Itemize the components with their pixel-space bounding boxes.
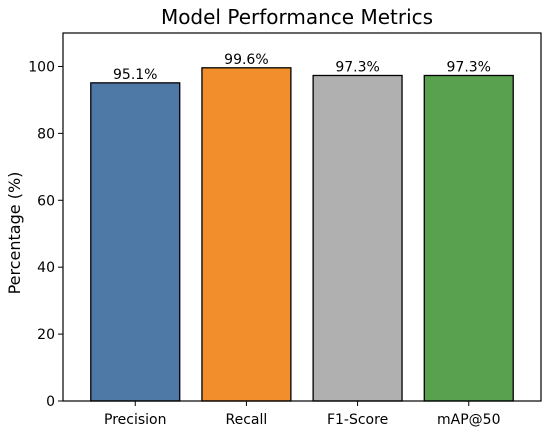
bar-recall (201, 67, 292, 402)
chart-title: Model Performance Metrics (161, 5, 433, 29)
x-tick-label: Precision (104, 412, 166, 428)
data-label: 95.1% (113, 67, 157, 83)
y-axis-label: Percentage (%) (5, 172, 24, 295)
y-tick-label: 0 (46, 394, 55, 410)
y-tick-label: 40 (37, 260, 55, 276)
y-tick-label: 60 (37, 193, 55, 209)
x-tick-label: mAP@50 (437, 412, 500, 428)
bar-f1-score (312, 74, 403, 402)
y-tick-label: 80 (37, 126, 55, 142)
data-label: 97.3% (447, 59, 491, 75)
x-tick-label: F1-Score (327, 412, 388, 428)
bar-precision (90, 82, 181, 402)
data-label: 97.3% (335, 59, 379, 75)
y-tick-label: 20 (37, 327, 55, 343)
y-tick-label: 100 (28, 59, 55, 75)
plot-area: 95.1% Precision 99.6% Recall 97.3% F1-Score 97… (28, 32, 542, 428)
x-tick-label: Recall (226, 412, 268, 428)
bar-map-50 (423, 74, 514, 402)
axes-frame (62, 32, 542, 402)
data-label: 99.6% (224, 52, 268, 68)
